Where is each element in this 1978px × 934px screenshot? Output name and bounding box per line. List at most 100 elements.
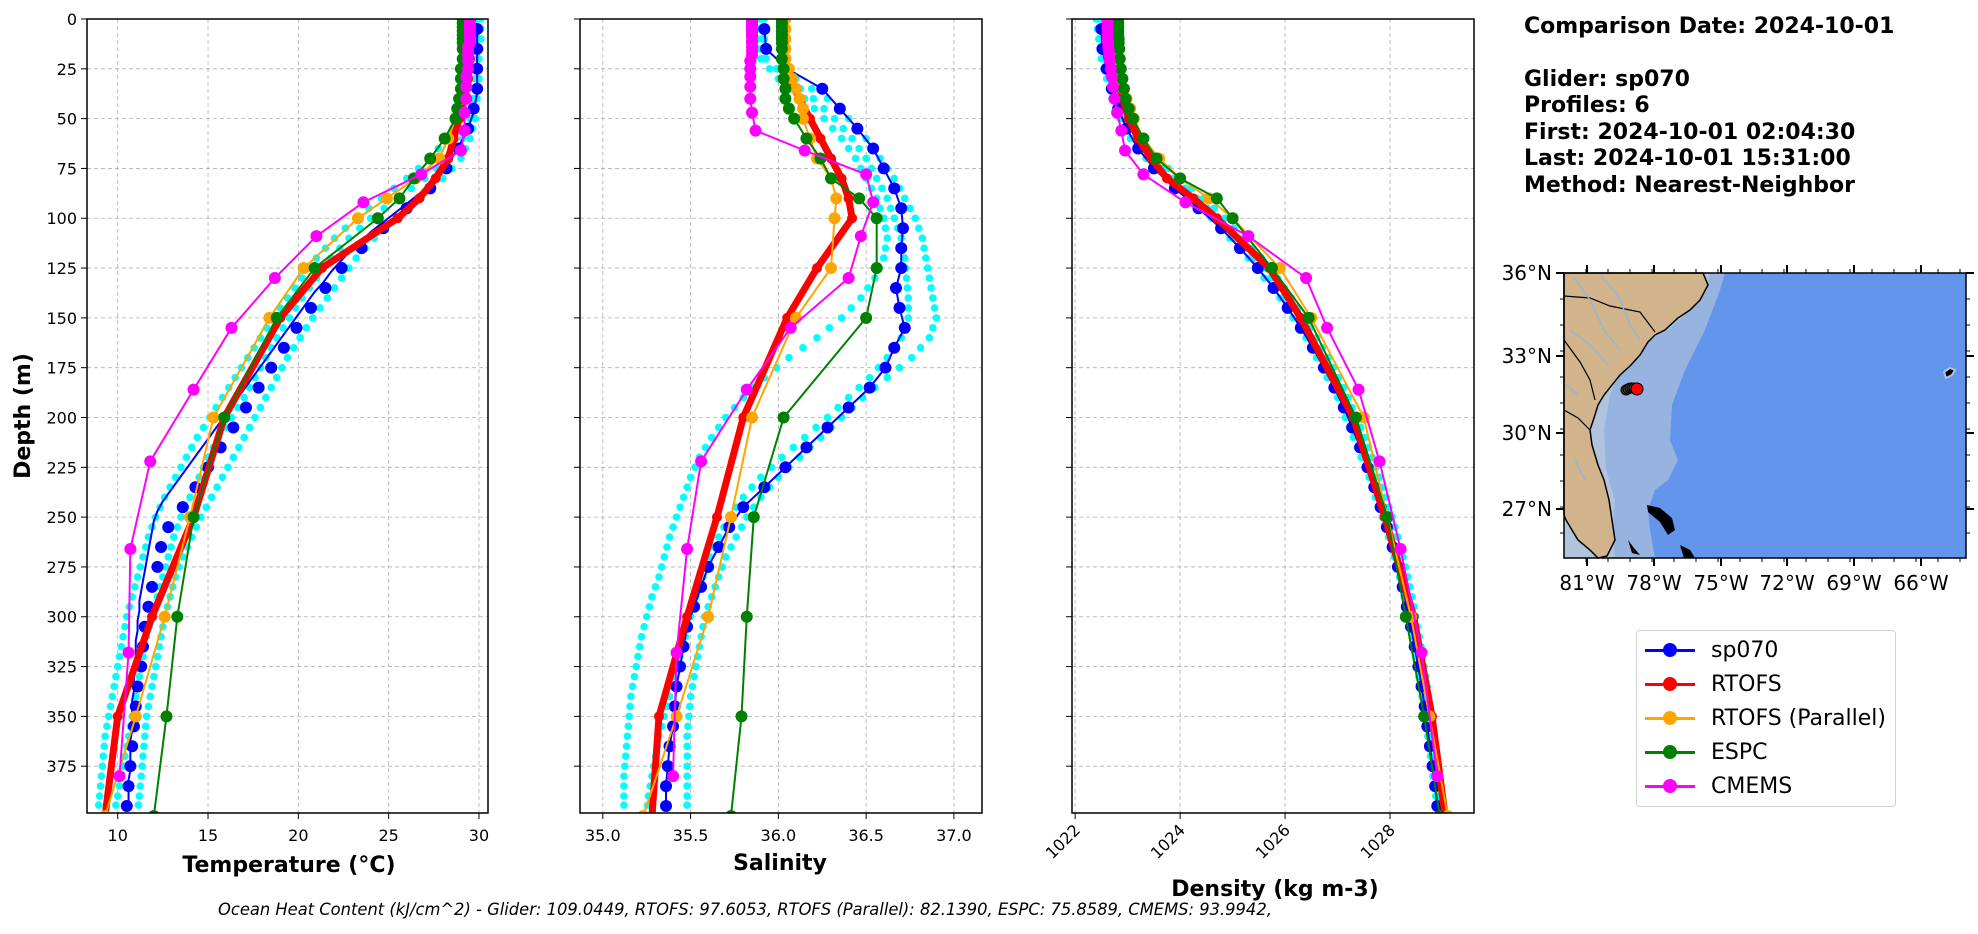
- map-lat-label: 33°N: [1502, 344, 1552, 368]
- series-marker: [744, 70, 757, 83]
- series-marker: [1161, 173, 1172, 184]
- glider-profile-point: [765, 65, 774, 73]
- glider-profile-point: [932, 314, 941, 322]
- series-marker: [126, 740, 139, 753]
- series-marker: [319, 281, 332, 294]
- series-marker: [335, 262, 348, 275]
- glider-profile-point: [476, 35, 485, 43]
- x-tick-label: 10: [108, 826, 128, 845]
- glider-profile-point: [193, 433, 201, 442]
- glider-profile-point: [640, 622, 648, 631]
- series-marker: [414, 193, 425, 204]
- series-marker: [1174, 172, 1187, 185]
- glider-profile-point: [177, 513, 185, 521]
- series-marker: [268, 272, 281, 285]
- series-marker: [860, 311, 873, 324]
- series-marker: [744, 80, 757, 93]
- series-line: [665, 28, 906, 807]
- glider-profile-point: [812, 423, 820, 432]
- glider-profile-point: [904, 294, 913, 302]
- glider-profile-point: [224, 463, 232, 472]
- legend-marker-icon: [1645, 742, 1695, 762]
- series-marker: [357, 196, 370, 209]
- map-lon-label: 66°W: [1893, 571, 1948, 595]
- series-marker: [779, 82, 792, 95]
- x-tick-label: 36.5: [848, 826, 884, 845]
- glider-track: [1620, 382, 1644, 396]
- series-marker: [207, 411, 220, 424]
- glider-profile-point: [686, 692, 695, 701]
- glider-profile-point: [620, 772, 628, 780]
- y-tick-label: 75: [57, 159, 77, 178]
- glider-profile-point: [121, 622, 129, 631]
- series-marker: [661, 760, 674, 773]
- series-marker: [777, 72, 790, 85]
- glider-profile-point: [904, 314, 913, 322]
- series-marker: [239, 401, 252, 414]
- series-marker: [1415, 646, 1428, 659]
- glider-profile-point: [164, 553, 173, 561]
- glider-profile-point: [645, 602, 654, 611]
- series-marker: [749, 124, 762, 137]
- series-marker: [702, 610, 715, 623]
- series-marker: [637, 809, 649, 813]
- glider-profile-point: [688, 682, 697, 691]
- glider-profile-point: [94, 801, 103, 809]
- series-marker: [833, 102, 846, 115]
- series-marker: [120, 800, 133, 813]
- series-marker: [1137, 168, 1150, 181]
- series-marker: [870, 262, 883, 275]
- glider-profile-point: [278, 363, 286, 372]
- glider-profile-point: [136, 782, 145, 790]
- series-marker: [1442, 809, 1453, 813]
- series-marker: [393, 192, 406, 205]
- x-tick-label: 35.5: [673, 826, 709, 845]
- plot-area: [1092, 19, 1453, 813]
- series-marker: [1116, 72, 1129, 85]
- glider-profile-point: [683, 762, 691, 770]
- glider-profile-point: [876, 204, 884, 213]
- series-marker: [1113, 42, 1126, 55]
- map-lat-label: 27°N: [1502, 497, 1552, 521]
- y-tick-label: 325: [46, 658, 77, 677]
- series-marker: [670, 646, 683, 659]
- glider-profile-point: [624, 722, 633, 731]
- glider-profile-point: [911, 214, 920, 223]
- series-marker: [898, 321, 911, 334]
- series-marker: [467, 102, 480, 115]
- y-tick-label: 200: [46, 408, 77, 427]
- series-marker: [670, 710, 683, 723]
- glider-profile-point: [141, 543, 150, 551]
- glider-profile-point: [672, 513, 681, 521]
- glider-profile-point: [97, 772, 106, 780]
- y-tick-label: 225: [46, 458, 77, 477]
- x-tick-label: 37.0: [936, 826, 972, 845]
- series-marker: [1300, 272, 1313, 285]
- map-lon-label: 78°W: [1626, 571, 1681, 595]
- salinity-panel: 35.0 35.5 36.0 36.5 37.0: [574, 18, 983, 845]
- series-marker: [112, 711, 123, 722]
- legend-label: RTOFS (Parallel): [1711, 705, 1886, 731]
- y-tick-label: 175: [46, 359, 77, 378]
- glider-profile-point: [272, 333, 281, 342]
- glider-profile-point: [825, 324, 834, 332]
- glider-profile-point: [142, 712, 151, 721]
- series-marker: [454, 144, 467, 157]
- glider-profile-point: [407, 184, 416, 193]
- legend-marker-icon: [1645, 640, 1695, 660]
- glider-profile-point: [701, 443, 710, 452]
- series-marker: [277, 341, 290, 354]
- series-marker: [877, 162, 890, 175]
- glider-profile-point: [820, 104, 828, 113]
- glider-profile-point: [330, 284, 339, 292]
- glider-profile-point: [837, 134, 846, 143]
- glider-profile-point: [302, 324, 311, 332]
- glider-profile-point: [476, 19, 485, 23]
- series-marker: [176, 501, 189, 514]
- glider-profile-point: [133, 573, 142, 581]
- series-marker: [351, 212, 364, 225]
- series-marker: [843, 193, 854, 204]
- legend-item-sp070: sp070: [1645, 633, 1778, 667]
- glider-profile-point: [471, 114, 480, 123]
- last-time: Last: 2024-10-01 15:31:00: [1524, 146, 1851, 171]
